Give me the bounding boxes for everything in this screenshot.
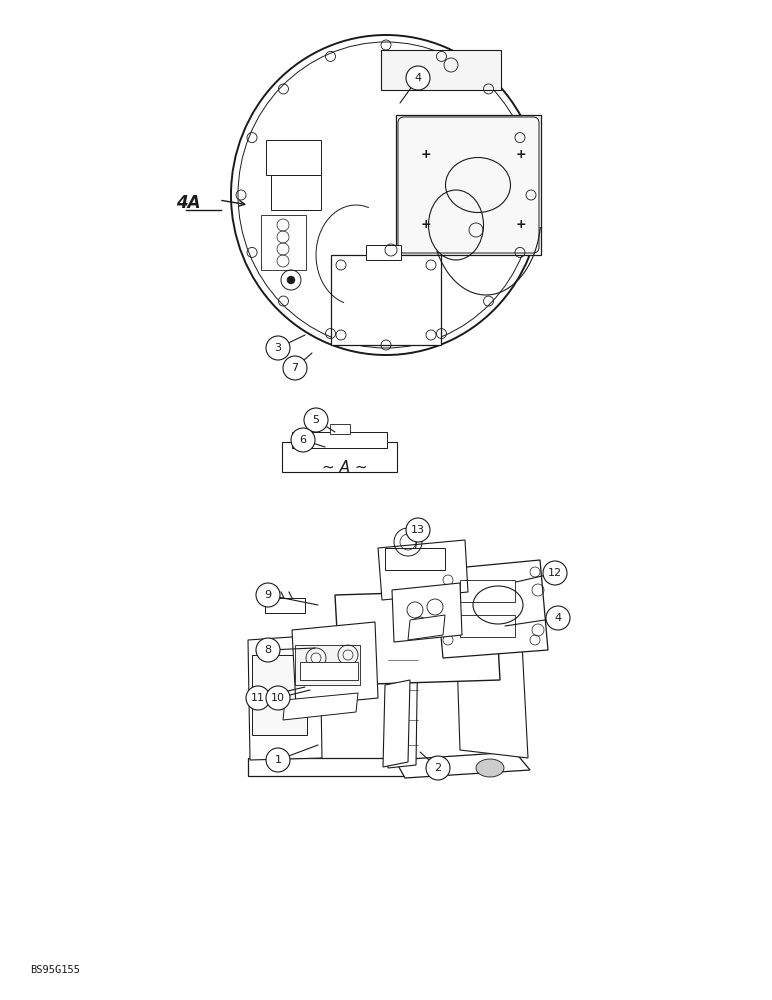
- Circle shape: [287, 276, 295, 284]
- Text: ~ A ~: ~ A ~: [322, 460, 367, 476]
- Text: 5: 5: [313, 415, 320, 425]
- Text: +: +: [421, 148, 432, 161]
- FancyBboxPatch shape: [292, 432, 387, 448]
- Polygon shape: [248, 635, 322, 760]
- Circle shape: [246, 686, 270, 710]
- FancyBboxPatch shape: [331, 255, 441, 345]
- Polygon shape: [335, 590, 500, 685]
- Polygon shape: [383, 680, 410, 767]
- Polygon shape: [292, 622, 378, 706]
- Text: 6: 6: [300, 435, 306, 445]
- FancyBboxPatch shape: [271, 175, 321, 210]
- Polygon shape: [395, 752, 530, 778]
- FancyBboxPatch shape: [295, 645, 360, 685]
- Circle shape: [406, 518, 430, 542]
- Circle shape: [256, 583, 280, 607]
- FancyBboxPatch shape: [366, 245, 401, 260]
- Circle shape: [406, 66, 430, 90]
- Polygon shape: [388, 630, 418, 768]
- Text: +: +: [516, 219, 527, 232]
- Text: 10: 10: [271, 693, 285, 703]
- Circle shape: [266, 748, 290, 772]
- Text: +: +: [516, 148, 527, 161]
- FancyBboxPatch shape: [385, 548, 445, 570]
- Polygon shape: [392, 583, 462, 642]
- FancyBboxPatch shape: [381, 50, 501, 90]
- Text: 3: 3: [275, 343, 282, 353]
- Text: 4: 4: [415, 73, 422, 83]
- Circle shape: [266, 336, 290, 360]
- Circle shape: [543, 561, 567, 585]
- Ellipse shape: [476, 759, 504, 777]
- Text: 1: 1: [275, 755, 282, 765]
- Text: 9: 9: [265, 590, 272, 600]
- Text: 7: 7: [292, 363, 299, 373]
- Text: 13: 13: [411, 525, 425, 535]
- Circle shape: [256, 638, 280, 662]
- Circle shape: [426, 756, 450, 780]
- Text: BS95G155: BS95G155: [30, 965, 80, 975]
- Polygon shape: [455, 595, 528, 758]
- FancyBboxPatch shape: [248, 758, 408, 776]
- Polygon shape: [283, 693, 358, 720]
- Circle shape: [291, 428, 315, 452]
- Polygon shape: [435, 560, 548, 658]
- Circle shape: [266, 686, 290, 710]
- Text: 4A: 4A: [177, 194, 201, 212]
- Circle shape: [283, 356, 307, 380]
- Text: 4: 4: [554, 613, 561, 623]
- FancyBboxPatch shape: [266, 140, 321, 175]
- Text: +: +: [421, 219, 432, 232]
- Circle shape: [546, 606, 570, 630]
- FancyBboxPatch shape: [282, 442, 397, 472]
- FancyBboxPatch shape: [300, 662, 358, 680]
- Text: 12: 12: [548, 568, 562, 578]
- FancyBboxPatch shape: [252, 655, 307, 735]
- Circle shape: [304, 408, 328, 432]
- Text: 11: 11: [251, 693, 265, 703]
- Polygon shape: [408, 615, 445, 640]
- Text: 8: 8: [265, 645, 272, 655]
- FancyBboxPatch shape: [330, 424, 350, 434]
- Polygon shape: [378, 540, 468, 600]
- FancyBboxPatch shape: [261, 215, 306, 270]
- FancyBboxPatch shape: [265, 598, 305, 613]
- FancyBboxPatch shape: [396, 115, 541, 255]
- Text: 2: 2: [435, 763, 442, 773]
